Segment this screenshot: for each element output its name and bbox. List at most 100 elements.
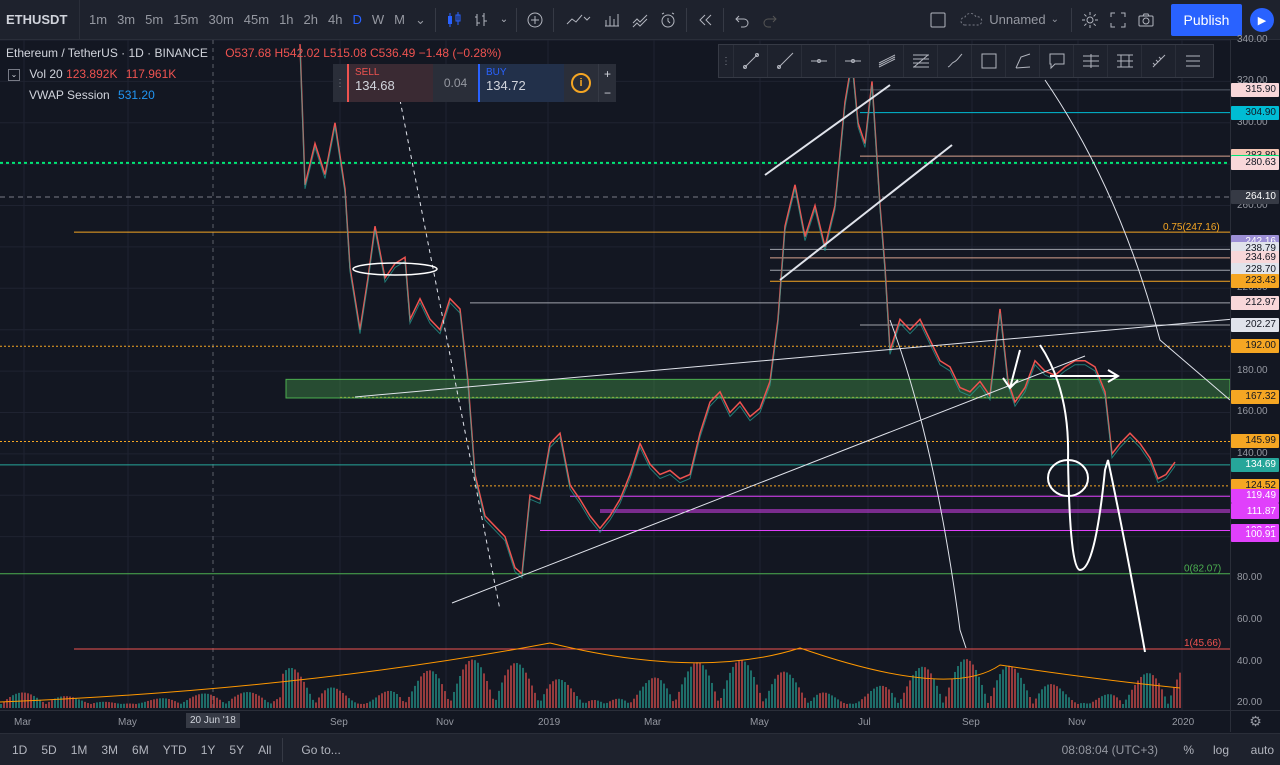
buy-button[interactable]: BUY 134.72 xyxy=(478,64,564,102)
path-icon[interactable] xyxy=(1005,45,1039,77)
plus-circle-icon[interactable] xyxy=(521,0,549,40)
volume-value: 123.892K xyxy=(66,67,118,81)
hand-drawn-arrow xyxy=(1039,344,1146,653)
goto-button[interactable]: Go to... xyxy=(301,742,341,757)
sell-button[interactable]: SELL 134.68 xyxy=(347,64,433,102)
interval-D[interactable]: D xyxy=(352,12,362,27)
volume-bar xyxy=(174,701,176,708)
range-All[interactable]: All xyxy=(258,742,272,757)
vwap-legend[interactable]: VWAP Session 531.20 xyxy=(29,88,155,102)
layout-name-menu[interactable]: Unnamed ⌄ xyxy=(960,12,1059,27)
range-1M[interactable]: 1M xyxy=(70,742,88,757)
price-chart[interactable]: 0.75(247.16) 0(82.07) 1(45.66) xyxy=(0,40,1230,710)
price-axis[interactable]: 340.00320.00300.00280.00260.00240.00220.… xyxy=(1230,34,1280,710)
info-button[interactable]: i xyxy=(564,64,598,102)
fx-icon[interactable] xyxy=(558,0,598,40)
volume-bar xyxy=(276,699,278,708)
trend-line-icon[interactable] xyxy=(733,45,767,77)
redo-icon[interactable] xyxy=(756,0,784,40)
horizontal-line-icon[interactable] xyxy=(835,45,869,77)
volume-bar xyxy=(465,664,467,708)
minus-button[interactable]: − xyxy=(603,85,611,100)
log-toggle[interactable]: log xyxy=(1212,743,1229,757)
auto-toggle[interactable]: auto xyxy=(1250,743,1274,757)
volume-bar xyxy=(567,684,569,708)
volume-bar xyxy=(672,701,674,708)
volume-bar xyxy=(216,697,218,708)
templates-icon[interactable] xyxy=(626,0,654,40)
camera-icon[interactable] xyxy=(1132,0,1160,40)
ray-icon[interactable] xyxy=(767,45,801,77)
volume-bar xyxy=(330,687,332,708)
menu-icon[interactable] xyxy=(1175,45,1209,77)
price-tick: 20.00 xyxy=(1237,697,1263,708)
fib-retracement-icon[interactable] xyxy=(903,45,937,77)
interval-30m[interactable]: 30m xyxy=(208,12,234,27)
publish-button[interactable]: Publish xyxy=(1171,4,1242,36)
callout-icon[interactable] xyxy=(1039,45,1073,77)
volume-bar xyxy=(309,693,311,708)
bar-style-icon[interactable] xyxy=(468,0,496,40)
financials-icon[interactable] xyxy=(598,0,626,40)
interval-45m[interactable]: 45m xyxy=(243,12,270,27)
interval-M[interactable]: M xyxy=(394,12,405,27)
interval-3m[interactable]: 3m xyxy=(117,12,136,27)
hand-drawn-circle xyxy=(1047,459,1089,497)
volume-bar xyxy=(291,667,293,708)
measure-icon[interactable] xyxy=(1141,45,1175,77)
volume-bar xyxy=(393,691,395,708)
interval-1h[interactable]: 1h xyxy=(279,12,294,27)
interval-1m[interactable]: 1m xyxy=(89,12,108,27)
play-icon[interactable]: ▶ xyxy=(1250,8,1274,32)
visibility-toggle-icon[interactable]: ⌄ xyxy=(8,68,20,81)
interval-2h[interactable]: 2h xyxy=(303,12,319,27)
range-5Y[interactable]: 5Y xyxy=(229,742,245,757)
candles-icon[interactable] xyxy=(440,0,468,40)
horizontal-ray-icon[interactable] xyxy=(801,45,835,77)
rectangle-icon[interactable] xyxy=(971,45,1005,77)
drag-handle-icon[interactable]: ⋮ xyxy=(333,64,347,102)
chevron-down-icon[interactable]: ⌄ xyxy=(499,14,509,25)
gear-icon[interactable] xyxy=(1076,0,1104,40)
range-1D[interactable]: 1D xyxy=(12,742,28,757)
volume-bar xyxy=(324,690,326,708)
channel-line xyxy=(779,144,953,281)
volume-bar xyxy=(54,698,56,708)
range-6M[interactable]: 6M xyxy=(132,742,149,757)
percent-toggle[interactable]: % xyxy=(1183,743,1194,757)
symbol-title[interactable]: Ethereum / TetherUS · 1D · BINANCE xyxy=(6,46,208,60)
long-position-icon[interactable] xyxy=(1073,45,1107,77)
volume-bar xyxy=(825,692,827,708)
interval-15m[interactable]: 15m xyxy=(173,12,199,27)
alarm-icon[interactable] xyxy=(654,0,682,40)
range-3M[interactable]: 3M xyxy=(101,742,119,757)
brush-icon[interactable] xyxy=(937,45,971,77)
short-position-icon[interactable] xyxy=(1107,45,1141,77)
volume-legend[interactable]: ⌄ Vol 20 123.892K 117.961K xyxy=(8,67,176,81)
clock[interactable]: 08:08:04 (UTC+3) xyxy=(1061,743,1158,757)
range-5D[interactable]: 5D xyxy=(41,742,57,757)
parallel-channel-icon[interactable] xyxy=(869,45,903,77)
time-tick: Mar xyxy=(14,717,32,728)
time-axis[interactable]: 20 Jun '18 Mar May Sep Nov 2019 Mar May Jul Sep N… xyxy=(0,710,1230,732)
fullscreen-icon[interactable] xyxy=(1104,0,1132,40)
range-YTD[interactable]: YTD xyxy=(162,742,187,757)
interval-5m[interactable]: 5m xyxy=(145,12,164,27)
chart-settings-gear-icon[interactable]: ⚙ xyxy=(1230,710,1280,732)
volume-bar xyxy=(327,688,329,708)
interval-W[interactable]: W xyxy=(371,12,385,27)
layout-square-icon[interactable] xyxy=(924,0,952,40)
symbol-search[interactable]: ETHUSDT xyxy=(0,0,80,40)
volume-bar xyxy=(1062,691,1064,708)
plus-button[interactable]: + xyxy=(603,66,611,81)
chart-pane[interactable]: 0.75(247.16) 0(82.07) 1(45.66) xyxy=(0,40,1230,710)
replay-icon[interactable] xyxy=(691,0,719,40)
undo-icon[interactable] xyxy=(728,0,756,40)
layout-name: Unnamed xyxy=(989,12,1046,27)
range-1Y[interactable]: 1Y xyxy=(200,742,216,757)
interval-4h[interactable]: 4h xyxy=(328,12,343,27)
volume-bar xyxy=(909,680,911,708)
chevron-down-icon[interactable]: ⌄ xyxy=(415,11,426,27)
drag-handle-icon[interactable]: ⋮ xyxy=(721,55,731,67)
volume-bar xyxy=(1095,699,1097,708)
